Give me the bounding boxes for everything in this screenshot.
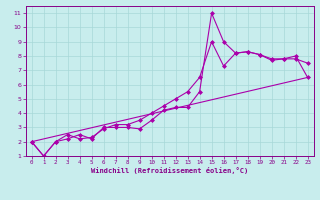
X-axis label: Windchill (Refroidissement éolien,°C): Windchill (Refroidissement éolien,°C) (91, 167, 248, 174)
